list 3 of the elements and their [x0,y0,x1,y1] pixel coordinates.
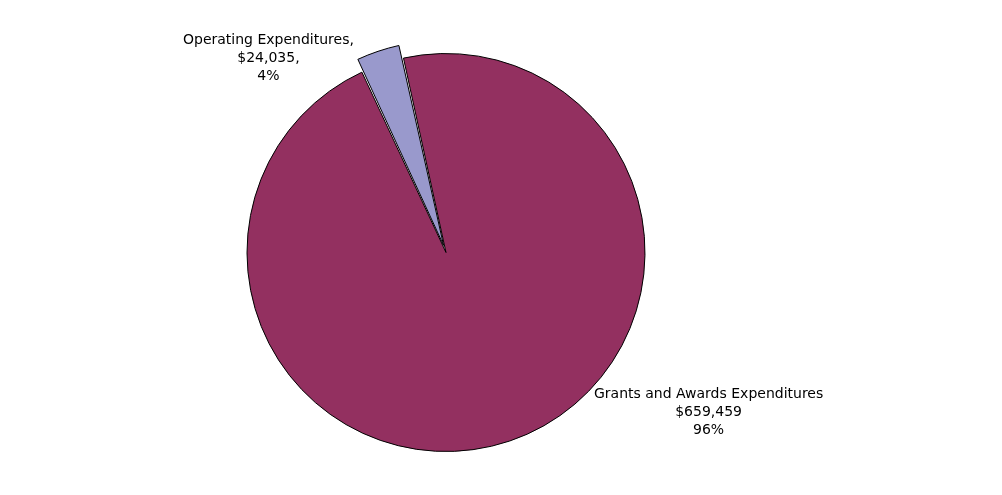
data-label: $659,459 96% [675,403,743,438]
slice-label: Grants and Awards Expenditures [593,385,824,402]
slice-label: Operating Expenditures, $24,035, 4% [183,30,354,83]
